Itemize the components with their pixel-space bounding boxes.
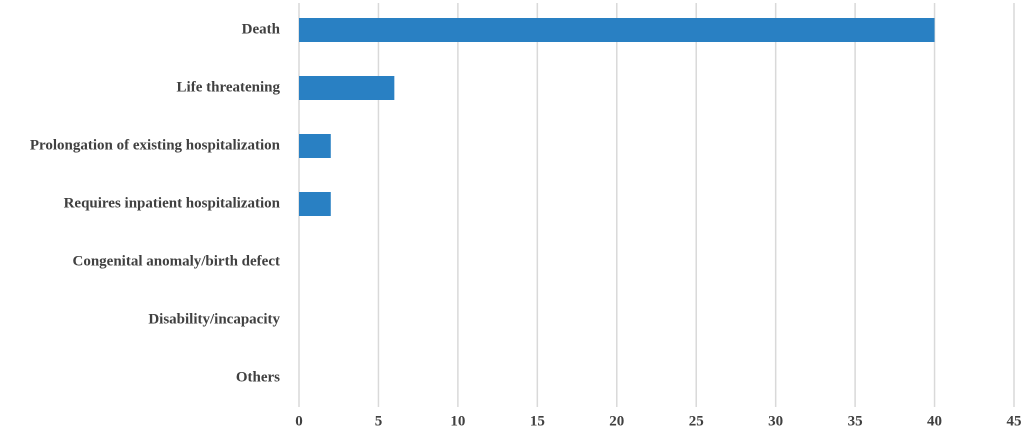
x-tick-label: 10 xyxy=(450,413,465,429)
y-tick-label: Others xyxy=(236,369,280,385)
x-tick-label: 25 xyxy=(689,413,704,429)
x-tick-label: 20 xyxy=(609,413,624,429)
y-tick-label: Prolongation of existing hospitalization xyxy=(30,137,281,153)
y-tick-label: Disability/incapacity xyxy=(148,311,280,327)
bar xyxy=(299,76,395,100)
y-tick-label: Death xyxy=(242,21,281,37)
y-tick-label: Congenital anomaly/birth defect xyxy=(73,253,281,269)
x-tick-label: 15 xyxy=(530,413,545,429)
y-tick-label: Life threatening xyxy=(177,79,281,95)
x-tick-label: 5 xyxy=(375,413,383,429)
bar xyxy=(299,192,331,216)
x-tick-label: 0 xyxy=(295,413,303,429)
y-tick-label: Requires inpatient hospitalization xyxy=(64,195,281,211)
x-tick-label: 40 xyxy=(927,413,942,429)
x-tick-label: 45 xyxy=(1007,413,1022,429)
bar xyxy=(299,18,935,42)
x-tick-label: 30 xyxy=(768,413,783,429)
bar xyxy=(299,134,331,158)
x-tick-label: 35 xyxy=(848,413,863,429)
